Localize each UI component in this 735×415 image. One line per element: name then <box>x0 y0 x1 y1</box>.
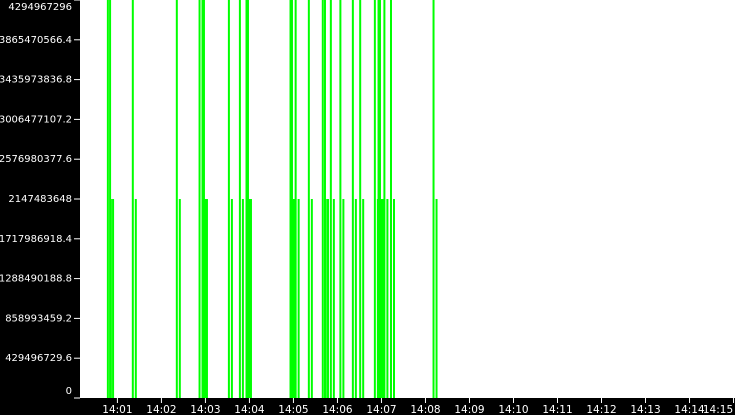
plot-area <box>80 0 735 398</box>
x-tick-label: 14:15 <box>703 404 733 415</box>
y-tick-label: 3435973836.8 <box>0 75 72 86</box>
y-tick-label: 3865470566.4 <box>0 35 72 46</box>
x-tick-label: 14:09 <box>454 404 484 415</box>
x-tick-label: 14:02 <box>146 404 176 415</box>
y-tick-label: 1717986918.4 <box>0 234 72 245</box>
x-tick-label: 14:14 <box>674 404 705 415</box>
y-tick-label: 1288490188.8 <box>0 274 72 285</box>
x-tick-label: 14:13 <box>630 404 660 415</box>
x-tick-label: 14:11 <box>542 404 572 415</box>
x-tick-label: 14:10 <box>498 404 528 415</box>
x-axis-band <box>0 398 735 415</box>
y-tick-label: 0 <box>66 386 72 397</box>
y-tick-label: 429496729.6 <box>5 353 72 364</box>
x-tick-label: 14:01 <box>102 404 132 415</box>
x-tick-label: 14:08 <box>410 404 440 415</box>
x-tick-label: 14:12 <box>586 404 616 415</box>
x-tick-label: 14:05 <box>278 404 308 415</box>
x-tick-label: 14:04 <box>234 404 265 415</box>
x-tick-label: 14:03 <box>190 404 220 415</box>
y-tick-label: 4294967296 <box>8 2 72 13</box>
y-tick-label: 2576980377.6 <box>0 154 72 165</box>
x-tick-label: 14:07 <box>366 404 396 415</box>
y-axis-band <box>0 0 80 415</box>
y-tick-label: 858993459.2 <box>5 313 72 324</box>
x-tick-label: 14:06 <box>322 404 353 415</box>
y-tick-label: 2147483648 <box>8 194 72 205</box>
y-tick-label: 3006477107.2 <box>0 114 72 125</box>
